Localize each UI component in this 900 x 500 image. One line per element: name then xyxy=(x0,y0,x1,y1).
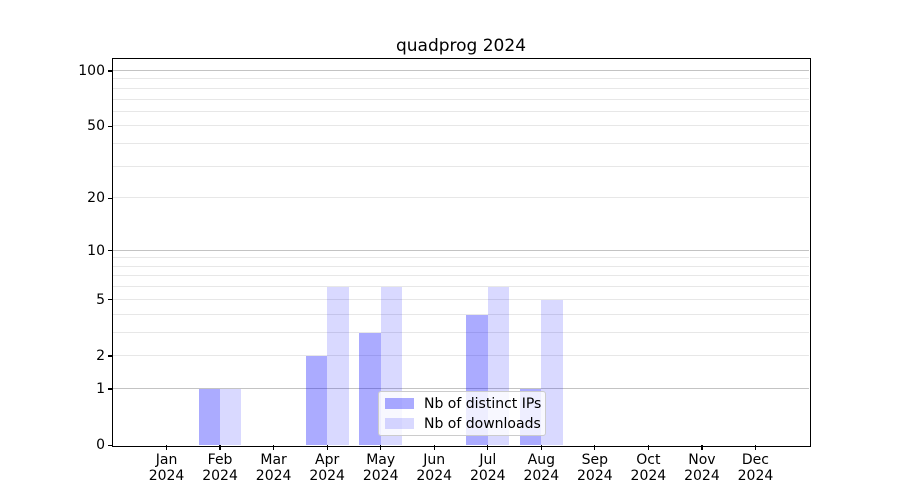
gridline xyxy=(113,331,809,333)
y-tick-label: 2 xyxy=(96,347,105,364)
legend-label: Nb of distinct IPs xyxy=(424,395,542,412)
gridline xyxy=(113,143,809,144)
x-tick-label: Dec 2024 xyxy=(737,452,774,484)
gridline xyxy=(113,354,809,356)
y-tick xyxy=(108,125,113,127)
y-tick-label: 50 xyxy=(87,118,105,135)
gridline xyxy=(113,249,809,251)
bar-distinct-ips xyxy=(359,332,381,445)
gridline xyxy=(113,257,809,259)
y-tick-label: 10 xyxy=(87,242,105,259)
y-tick xyxy=(108,250,113,252)
x-tick-label: Aug 2024 xyxy=(523,452,560,484)
x-tick xyxy=(380,445,382,450)
x-tick xyxy=(165,445,168,450)
x-tick xyxy=(326,445,328,450)
gridline xyxy=(113,165,809,167)
legend-swatch-downloads xyxy=(385,418,414,429)
gridline xyxy=(113,286,809,288)
legend-swatch-distinct-ips xyxy=(385,398,414,409)
y-tick xyxy=(108,444,113,446)
y-tick-label: 20 xyxy=(87,190,105,207)
x-tick-label: May 2024 xyxy=(362,452,399,484)
y-tick xyxy=(108,70,113,72)
chart-title: quadprog 2024 xyxy=(395,36,527,56)
x-tick-label: Jun 2024 xyxy=(416,452,453,484)
x-tick xyxy=(273,445,275,450)
bar-downloads xyxy=(327,287,349,445)
x-tick xyxy=(701,445,703,450)
x-tick-label: Apr 2024 xyxy=(309,452,345,484)
legend-item: Nb of downloads xyxy=(385,415,541,432)
gridline xyxy=(113,69,809,71)
bar-distinct-ips xyxy=(198,388,221,445)
x-tick-label: Sep 2024 xyxy=(577,452,613,484)
plot-area xyxy=(113,59,809,445)
y-tick xyxy=(108,388,113,390)
gridline xyxy=(113,298,809,300)
legend-item: Nb of distinct IPs xyxy=(385,395,542,412)
y-tick-label: 100 xyxy=(78,62,105,79)
x-tick-label: Oct 2024 xyxy=(630,452,667,484)
gridline xyxy=(113,387,809,389)
x-tick xyxy=(594,445,596,450)
x-tick xyxy=(647,445,649,450)
x-tick-label: Jul 2024 xyxy=(469,452,506,484)
x-tick xyxy=(540,445,542,450)
y-tick xyxy=(108,355,113,357)
y-tick-label: 0 xyxy=(96,437,105,453)
x-tick-label: Nov 2024 xyxy=(684,452,720,484)
gridline xyxy=(113,87,809,89)
gridline xyxy=(113,78,809,80)
x-tick xyxy=(433,445,435,450)
x-tick xyxy=(487,445,489,450)
gridline xyxy=(113,197,809,199)
legend-label: Nb of downloads xyxy=(424,415,541,432)
x-tick xyxy=(219,445,221,450)
gridline xyxy=(113,275,809,277)
bar-distinct-ips xyxy=(305,355,328,445)
bar-downloads xyxy=(220,388,242,445)
y-tick-label: 1 xyxy=(96,380,105,397)
x-tick-label: Jan 2024 xyxy=(148,452,185,484)
y-tick-label: 5 xyxy=(96,291,105,308)
gridline xyxy=(113,313,809,315)
gridline xyxy=(113,110,809,112)
x-tick-label: Mar 2024 xyxy=(255,452,292,484)
gridline xyxy=(113,125,809,127)
gridline xyxy=(113,265,809,267)
legend: Nb of distinct IPs Nb of downloads xyxy=(378,391,546,436)
bar-downloads xyxy=(541,299,563,445)
gridline xyxy=(113,98,809,100)
y-tick xyxy=(108,197,113,199)
x-tick xyxy=(754,445,757,450)
y-tick xyxy=(108,299,113,301)
x-tick-label: Feb 2024 xyxy=(202,452,238,484)
